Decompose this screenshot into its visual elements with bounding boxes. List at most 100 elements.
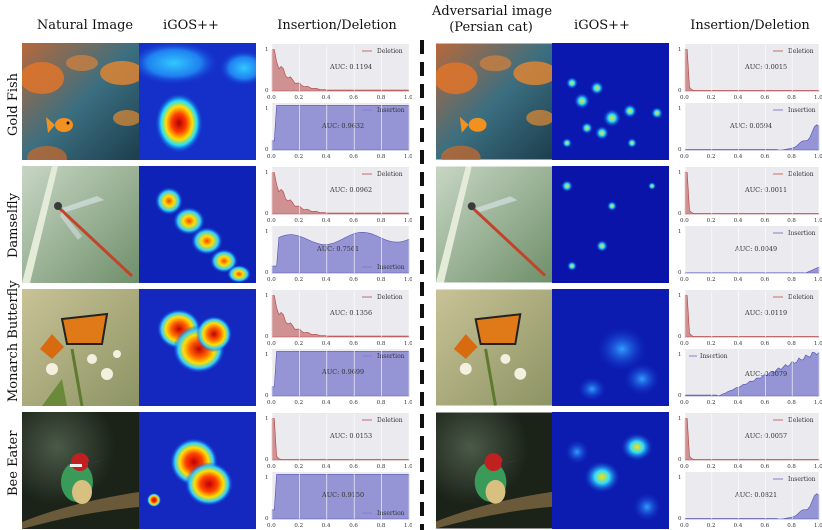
x-tick-label: 1.0 — [814, 464, 822, 470]
x-tick-label: 0.8 — [377, 154, 386, 160]
x-tick-label: 0.6 — [760, 154, 769, 160]
deletion-plot-monarch-right: AUC: 0.0119 Deletion 0.0 0.2 0.4 0.6 0.8 1.0 0 1 — [675, 289, 822, 347]
header-insertion-deletion-right: Insertion/Deletion — [690, 18, 810, 33]
x-tick-label: 1.0 — [404, 154, 412, 160]
x-tick-label: 0.2 — [707, 400, 716, 406]
x-tick-label: 0.8 — [787, 523, 796, 529]
x-tick-label: 0.2 — [707, 341, 716, 347]
deletion-plot-damselfly-left: AUC: 0.0962 Deletion 0.0 0.2 0.4 0.6 0.8 1.0 0 1 — [262, 166, 412, 224]
legend-insertion: Insertion — [377, 107, 405, 114]
y-tick-label: 1 — [265, 475, 269, 481]
x-tick-label: 0.8 — [377, 523, 386, 529]
legend-deletion: Deletion — [377, 171, 403, 178]
x-tick-label: 0.6 — [760, 341, 769, 347]
legend-insertion: Insertion — [377, 264, 405, 271]
y-tick-label: 0 — [678, 334, 682, 340]
deletion-auc-monarch-left: AUC: 0.1356 — [329, 309, 372, 317]
x-tick-label: 0.4 — [322, 218, 331, 224]
x-tick-label: 0.4 — [734, 277, 743, 283]
y-tick-label: 0 — [265, 88, 269, 94]
row-label-gold-fish: Gold Fish — [6, 72, 21, 136]
y-tick-label: 0 — [678, 393, 682, 399]
x-tick-label: 0.4 — [734, 218, 743, 224]
x-tick-label: 0.8 — [787, 277, 796, 283]
x-tick-label: 0.0 — [267, 341, 276, 347]
x-tick-label: 0.0 — [680, 464, 689, 470]
x-tick-label: 0.4 — [322, 400, 331, 406]
deletion-plot-bee-eater-left: AUC: 0.0153 Deletion 0.0 0.2 0.4 0.6 0.8 1.0 0 1 — [262, 412, 412, 470]
deletion-auc-goldfish-left: AUC: 0.1194 — [329, 63, 372, 71]
y-tick-label: 0 — [265, 393, 269, 399]
x-tick-label: 1.0 — [814, 523, 822, 529]
heatmap-goldfish — [139, 43, 256, 160]
legend-insertion: Insertion — [377, 353, 405, 360]
y-tick-label: 1 — [265, 170, 269, 176]
x-tick-label: 0.4 — [322, 523, 331, 529]
photo-goldfish-adversarial — [436, 43, 552, 160]
x-tick-label: 0.2 — [294, 341, 303, 347]
legend-insertion: Insertion — [700, 353, 728, 360]
x-tick-label: 0.8 — [787, 95, 796, 101]
x-tick-label: 0.6 — [349, 218, 358, 224]
insertion-auc-goldfish-left: AUC: 0.9632 — [321, 122, 364, 130]
x-tick-label: 0.8 — [787, 464, 796, 470]
y-tick-label: 0 — [678, 516, 682, 522]
x-tick-label: 0.2 — [294, 154, 303, 160]
x-tick-label: 0.6 — [760, 277, 769, 283]
deletion-auc-bee-eater-left: AUC: 0.0153 — [329, 432, 372, 440]
x-tick-label: 0.0 — [680, 218, 689, 224]
x-tick-label: 0.2 — [294, 464, 303, 470]
legend-deletion: Deletion — [377, 417, 403, 424]
legend-deletion: Deletion — [788, 417, 814, 424]
x-tick-label: 1.0 — [814, 154, 822, 160]
y-tick-label: 1 — [678, 170, 682, 176]
x-tick-label: 0.0 — [680, 523, 689, 529]
x-tick-label: 0.4 — [322, 154, 331, 160]
x-tick-label: 0.8 — [377, 400, 386, 406]
x-tick-label: 0.6 — [760, 523, 769, 529]
x-tick-label: 0.4 — [734, 523, 743, 529]
legend-deletion: Deletion — [788, 171, 814, 178]
heatmap-bee-eater — [139, 412, 256, 529]
insertion-auc-damselfly-left: AUC: 0.7561 — [316, 245, 359, 253]
x-tick-label: 0.6 — [349, 400, 358, 406]
legend-insertion: Insertion — [788, 230, 816, 237]
y-tick-label: 1 — [678, 416, 682, 422]
x-tick-label: 0.8 — [787, 341, 796, 347]
x-tick-label: 0.8 — [377, 277, 386, 283]
x-tick-label: 0.0 — [680, 95, 689, 101]
y-tick-label: 0 — [265, 147, 269, 153]
x-tick-label: 0.0 — [267, 277, 276, 283]
y-tick-label: 1 — [678, 106, 682, 112]
x-tick-label: 0.2 — [707, 277, 716, 283]
y-tick-label: 1 — [678, 293, 682, 299]
x-tick-label: 0.2 — [707, 218, 716, 224]
insertion-auc-monarch-left: AUC: 0.9699 — [321, 368, 364, 376]
legend-insertion: Insertion — [788, 476, 816, 483]
x-tick-label: 1.0 — [814, 277, 822, 283]
x-tick-label: 0.2 — [294, 277, 303, 283]
x-tick-label: 0.0 — [267, 154, 276, 160]
row-label-bee-eater: Bee Eater — [6, 430, 21, 496]
legend-deletion: Deletion — [377, 294, 403, 301]
x-tick-label: 0.4 — [734, 95, 743, 101]
y-tick-label: 0 — [265, 334, 269, 340]
x-tick-label: 1.0 — [814, 341, 822, 347]
x-tick-label: 0.6 — [349, 341, 358, 347]
y-tick-label: 0 — [265, 516, 269, 522]
y-tick-label: 0 — [265, 457, 269, 463]
x-tick-label: 1.0 — [404, 218, 412, 224]
y-tick-label: 1 — [678, 47, 682, 53]
insertion-auc-bee-eater-left: AUC: 0.9150 — [321, 491, 364, 499]
y-tick-label: 0 — [678, 147, 682, 153]
y-tick-label: 1 — [678, 352, 682, 358]
insertion-auc-goldfish-right: AUC: 0.0594 — [729, 122, 772, 130]
x-tick-label: 0.0 — [680, 277, 689, 283]
x-tick-label: 1.0 — [404, 464, 412, 470]
x-tick-label: 0.6 — [349, 523, 358, 529]
x-tick-label: 0.8 — [377, 218, 386, 224]
heatmap-damselfly-adversarial — [552, 166, 669, 283]
column-divider — [420, 40, 424, 530]
x-tick-label: 0.2 — [707, 523, 716, 529]
x-tick-label: 0.6 — [760, 218, 769, 224]
